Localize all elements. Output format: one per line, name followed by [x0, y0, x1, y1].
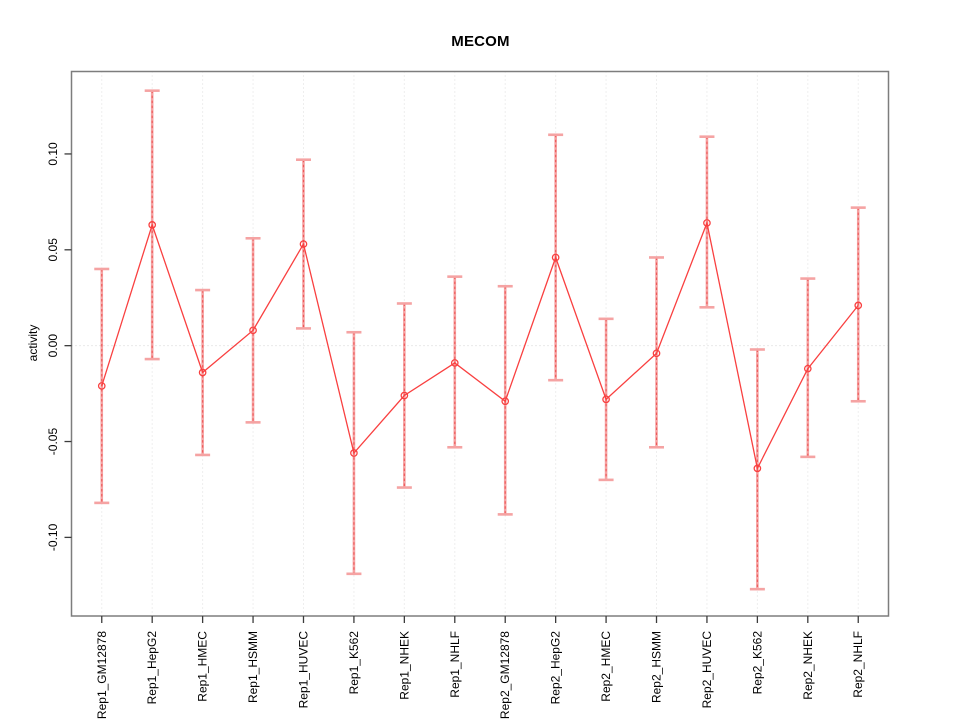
x-tick-label: Rep1_HepG2: [145, 631, 159, 705]
x-tick-label: Rep2_HMEC: [599, 631, 613, 702]
plot-border: [70, 70, 890, 617]
y-tick-label: 0.00: [46, 334, 60, 358]
x-tick-label: Rep1_HSMM: [246, 631, 260, 703]
y-tick-label: -0.10: [46, 523, 60, 551]
x-tick-label: Rep2_NHEK: [801, 631, 815, 700]
data-point: [299, 240, 308, 248]
y-tick-label: 0.10: [46, 142, 60, 166]
x-tick-label: Rep2_HSMM: [650, 631, 664, 703]
y-tick-label: 0.05: [46, 238, 60, 262]
data-point: [501, 397, 510, 406]
data-point: [450, 359, 459, 367]
y-tick-label: -0.05: [46, 428, 60, 456]
data-point: [854, 301, 863, 310]
chart-title: MECOM: [451, 33, 510, 50]
data-point: [551, 253, 560, 262]
x-tick-label: Rep2_GM12878: [498, 631, 512, 719]
x-tick-label: Rep1_HUVEC: [296, 631, 310, 709]
x-tick-label: Rep2_HepG2: [549, 631, 563, 705]
x-tick-label: Rep1_GM12878: [95, 631, 109, 719]
data-point: [350, 449, 358, 457]
x-tick-label: Rep1_K562: [347, 631, 361, 695]
data-point: [198, 368, 207, 377]
data-point: [652, 349, 661, 358]
x-tick-label: Rep2_NHLF: [851, 631, 865, 698]
data-point: [753, 464, 762, 473]
data-point: [703, 219, 711, 227]
data-point: [803, 364, 812, 373]
data-point: [148, 221, 157, 229]
x-tick-label: Rep1_NHEK: [397, 631, 411, 700]
data-point: [97, 382, 106, 390]
x-tick-label: Rep2_K562: [750, 631, 764, 695]
series-line: [101, 220, 859, 471]
x-tick-label: Rep1_HMEC: [196, 631, 210, 702]
x-tick-label: Rep2_HUVEC: [700, 631, 714, 709]
data-point: [400, 391, 409, 400]
data-point: [249, 326, 257, 335]
data-point: [602, 395, 610, 404]
x-tick-label: Rep1_NHLF: [448, 631, 462, 698]
